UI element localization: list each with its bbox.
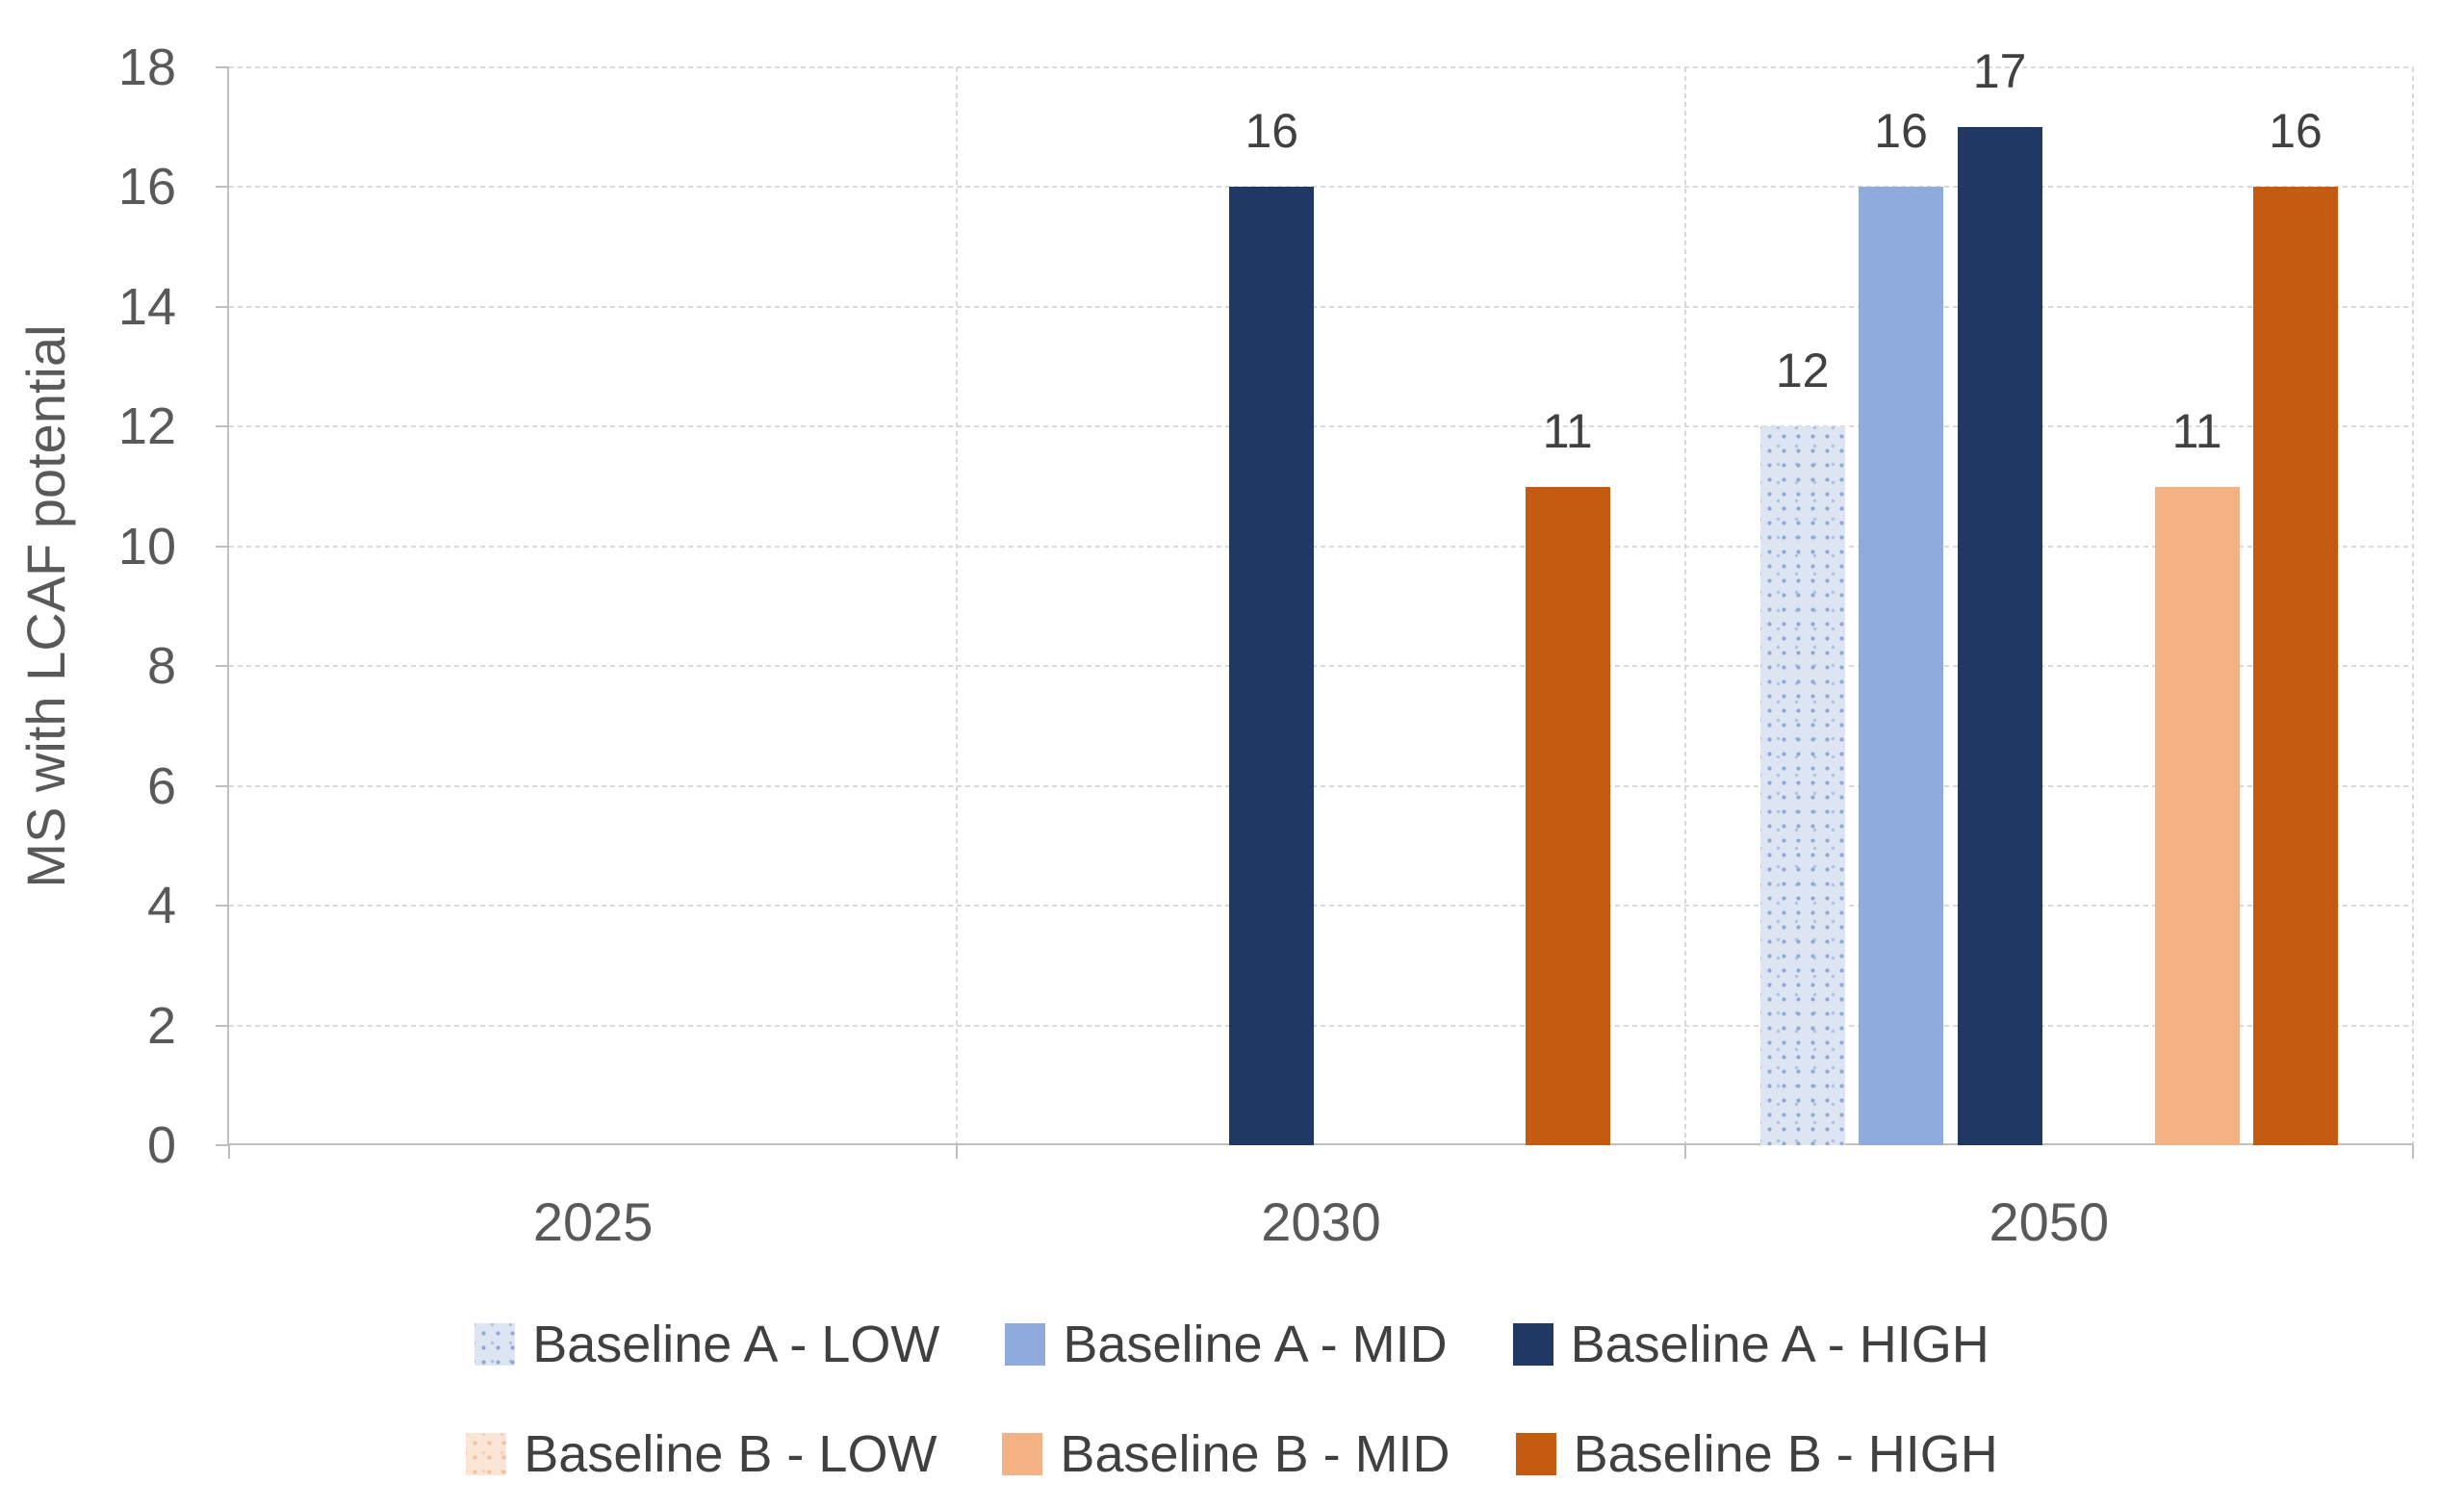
gridline-6 (229, 784, 2413, 787)
gridline-10 (229, 545, 2413, 548)
bar-value-label: 17 (1972, 44, 2027, 99)
legend-label: Baseline B - LOW (524, 1425, 937, 1483)
legend-item-baseline-b-high: Baseline B - HIGH (1515, 1425, 1998, 1483)
y-tick-mark (216, 425, 229, 428)
bar-baseline-b-mid-2050 (2154, 486, 2240, 1145)
y-tick-label: 12 (117, 397, 176, 456)
y-tick-mark (216, 665, 229, 668)
y-tick-label: 16 (117, 158, 176, 217)
legend-swatch-baseline-a-high (1512, 1323, 1553, 1366)
bar-baseline-a-mid-2050 (1859, 187, 1944, 1145)
legend-swatch-baseline-b-low (466, 1433, 507, 1475)
x-category-label-2025: 2025 (532, 1191, 654, 1252)
y-tick-label: 18 (117, 38, 176, 96)
y-tick-label: 0 (146, 1116, 176, 1174)
y-axis-title: MS with LCAF potential (15, 324, 76, 888)
y-axis-line (227, 67, 229, 1145)
bar-value-label: 12 (1775, 344, 1830, 398)
y-tick-mark (216, 186, 229, 189)
category-separator (2412, 67, 2414, 1145)
x-axis-line (227, 1143, 2413, 1145)
y-tick-mark (216, 784, 229, 787)
y-tick-mark (216, 1144, 229, 1146)
x-category-label-2030: 2030 (1261, 1191, 1381, 1252)
legend-item-baseline-b-mid: Baseline B - MID (1002, 1426, 1450, 1482)
legend-item-baseline-b-low: Baseline B - LOW (466, 1426, 937, 1482)
x-tick-mark (956, 1145, 959, 1159)
legend-row-2: Baseline B - LOW Baseline B - MID Baseline… (466, 1425, 1998, 1483)
legend-item-baseline-a-mid: Baseline A - MID (1005, 1316, 1448, 1373)
y-tick-mark (216, 905, 229, 908)
x-tick-mark (228, 1145, 230, 1159)
y-tick-mark (216, 545, 229, 548)
legend-label: Baseline B - HIGH (1573, 1425, 1998, 1483)
y-tick-label: 2 (146, 996, 176, 1055)
bar-baseline-a-high-2050 (1957, 127, 2042, 1145)
y-tick-label: 6 (146, 756, 176, 815)
legend-row-1: Baseline A - LOW Baseline A - MID Baseline… (475, 1317, 1989, 1372)
bar-value-label: 16 (1874, 104, 1928, 159)
bar-baseline-a-high-2030 (1229, 187, 1315, 1145)
gridline-12 (229, 425, 2413, 428)
gridline-4 (229, 905, 2413, 908)
y-tick-mark (216, 66, 229, 68)
bar-value-label: 16 (1245, 104, 1299, 159)
y-tick-label: 8 (146, 637, 176, 696)
bar-value-label: 16 (2269, 104, 2323, 159)
gridline-2 (229, 1024, 2413, 1027)
bar-value-label: 11 (2171, 403, 2222, 458)
gridline-8 (229, 665, 2413, 668)
x-tick-mark (2412, 1145, 2414, 1159)
category-separator (956, 67, 959, 1145)
legend: Baseline A - LOW Baseline A - MID Baseline… (0, 1317, 2464, 1482)
legend-swatch-baseline-a-low (475, 1323, 516, 1366)
legend-item-baseline-a-low: Baseline A - LOW (475, 1317, 939, 1372)
legend-swatch-baseline-b-high (1515, 1433, 1556, 1475)
y-tick-label: 14 (117, 277, 176, 336)
legend-swatch-baseline-a-mid (1005, 1323, 1046, 1366)
bar-baseline-a-low-2050 (1759, 426, 1845, 1145)
bar-value-label: 11 (1542, 403, 1593, 458)
legend-label: Baseline B - MID (1060, 1425, 1450, 1483)
legend-label: Baseline A - LOW (532, 1316, 940, 1373)
y-tick-mark (216, 305, 229, 308)
y-tick-label: 10 (117, 517, 176, 575)
legend-label: Baseline A - HIGH (1570, 1316, 1989, 1373)
gridline-16 (229, 186, 2413, 189)
x-tick-mark (1683, 1145, 1686, 1159)
x-category-label-2050: 2050 (1989, 1191, 2110, 1252)
gridline-18 (229, 66, 2413, 68)
gridline-14 (229, 305, 2413, 308)
bar-baseline-b-high-2030 (1525, 486, 1610, 1145)
legend-item-baseline-a-high: Baseline A - HIGH (1512, 1316, 1989, 1373)
legend-swatch-baseline-b-mid (1002, 1433, 1043, 1475)
legend-label: Baseline A - MID (1063, 1316, 1448, 1373)
bar-baseline-b-high-2050 (2253, 187, 2339, 1145)
category-separator (1683, 67, 1686, 1145)
y-tick-label: 4 (146, 877, 176, 935)
y-tick-mark (216, 1024, 229, 1027)
